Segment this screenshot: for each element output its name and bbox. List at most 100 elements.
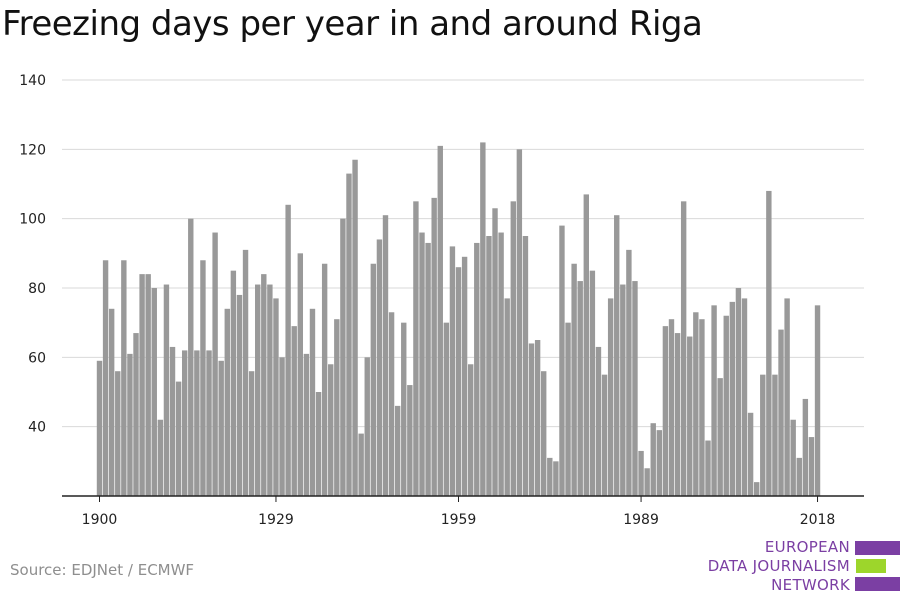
bar-1997 (687, 336, 693, 496)
x-axis: 1900 1929 1959 1989 2018 (62, 495, 864, 528)
bar-1949 (394, 405, 401, 496)
bar-1975 (553, 461, 559, 496)
bar-1909 (151, 288, 157, 496)
bar-1956 (437, 145, 443, 496)
x-tick-label: 1989 (623, 512, 659, 528)
bar-1943 (358, 433, 364, 496)
bar-1964 (486, 236, 492, 496)
bar-1965 (492, 208, 498, 496)
bar-1967 (504, 298, 510, 496)
bar-2016 (802, 398, 809, 496)
bar-1931 (285, 204, 291, 497)
bar-1932 (291, 326, 297, 496)
bar-1962 (474, 242, 480, 496)
bar-1985 (614, 215, 620, 496)
bar-2011 (772, 374, 778, 496)
logo-line-1: EUROPEAN (764, 538, 850, 556)
bar-1922 (230, 270, 237, 496)
bar-1950 (401, 322, 407, 496)
bar-1902 (108, 308, 115, 496)
bar-1946 (376, 239, 383, 496)
bar-1984 (607, 298, 614, 496)
y-tick-label: 100 (19, 212, 46, 228)
bar-1920 (218, 360, 224, 496)
bar-1970 (522, 236, 529, 496)
bar-1918 (206, 350, 212, 496)
bar-1986 (620, 284, 626, 496)
y-tick-label: 80 (28, 281, 46, 297)
bar-1908 (145, 274, 151, 496)
bar-1945 (370, 263, 377, 496)
bar-2017 (808, 437, 815, 496)
bar-1928 (267, 284, 273, 496)
bar-1913 (175, 381, 182, 496)
bar-1906 (133, 333, 139, 496)
bar-1978 (571, 263, 577, 496)
bar-1934 (303, 353, 310, 496)
bar-1957 (443, 322, 450, 496)
bar-1994 (668, 319, 675, 496)
bar-2008 (753, 482, 760, 496)
bar-2004 (729, 301, 736, 496)
bar-1914 (181, 350, 188, 496)
bar-1955 (431, 197, 437, 496)
y-tick-label: 120 (19, 142, 46, 158)
bar-1912 (169, 346, 176, 496)
bar-1987 (626, 249, 632, 496)
bar-1901 (102, 260, 109, 496)
x-tick-label: 2018 (800, 512, 836, 528)
bar-1947 (382, 215, 389, 496)
bar-1958 (449, 246, 456, 496)
bar-2014 (790, 419, 796, 496)
bar-1995 (674, 333, 681, 496)
bar-1988 (632, 281, 638, 496)
bars (96, 142, 821, 497)
bar-1925 (248, 371, 255, 496)
bar-1968 (510, 201, 516, 497)
bar-1930 (279, 357, 285, 496)
bar-1954 (425, 242, 431, 496)
bar-1983 (601, 374, 608, 496)
bar-1982 (595, 346, 602, 496)
bar-1981 (589, 270, 596, 496)
bar-2000 (705, 440, 711, 496)
y-tick-label: 40 (28, 420, 46, 436)
bar-1933 (297, 253, 304, 496)
bar-1966 (498, 232, 504, 497)
bar-1953 (419, 232, 425, 497)
bar-1963 (480, 142, 486, 496)
bar-1940 (340, 218, 346, 496)
bar-1948 (388, 312, 395, 496)
bar-1936 (315, 392, 322, 496)
bar-1938 (328, 364, 334, 496)
bar-1991 (650, 423, 656, 496)
bar-1990 (644, 468, 650, 496)
bar-2015 (796, 457, 802, 496)
bar-1917 (200, 260, 206, 496)
logo-bar-purple-top (855, 541, 900, 555)
bar-1952 (413, 201, 419, 497)
bar-1951 (407, 385, 413, 496)
bar-2003 (723, 315, 729, 496)
bar-2012 (778, 329, 784, 496)
bar-1923 (236, 294, 243, 496)
bar-2001 (711, 305, 717, 496)
bar-1972 (534, 340, 541, 496)
x-tick-label: 1959 (441, 512, 477, 528)
bar-2002 (717, 378, 723, 496)
bar-1969 (516, 149, 523, 497)
bar-2005 (735, 288, 742, 496)
logo-line-3: NETWORK (771, 576, 850, 594)
bar-1999 (699, 319, 705, 496)
bar-1959 (455, 267, 462, 496)
bar-2010 (766, 190, 772, 496)
bar-1919 (212, 232, 218, 497)
edjnet-logo: EUROPEAN DATA JOURNALISM NETWORK (700, 538, 900, 598)
bar-2007 (747, 412, 754, 496)
bar-1929 (273, 298, 279, 496)
bar-1960 (461, 256, 468, 496)
bar-1907 (139, 274, 145, 496)
bar-1915 (188, 218, 194, 496)
bar-1924 (242, 249, 249, 496)
